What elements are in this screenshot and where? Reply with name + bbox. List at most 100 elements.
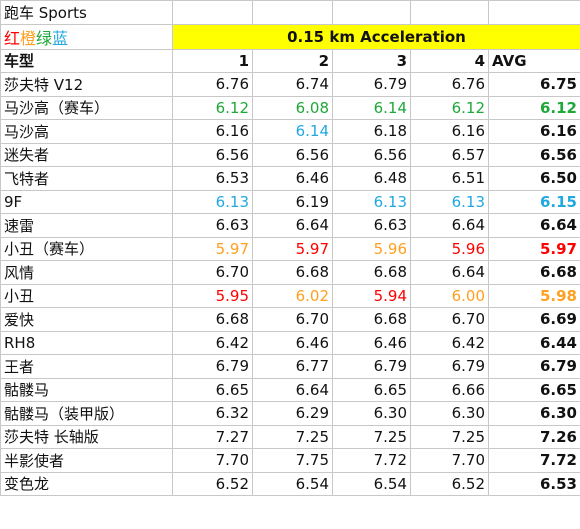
run-3-cell[interactable]: 6.79	[332, 72, 411, 97]
run-1-cell[interactable]: 6.65	[172, 377, 253, 402]
avg-cell[interactable]: 5.97	[488, 236, 580, 261]
run-2-cell[interactable]: 6.02	[252, 283, 333, 308]
sheet-title[interactable]: 跑车 Sports	[0, 0, 173, 25]
avg-cell[interactable]: 6.15	[488, 189, 580, 214]
run-2-cell[interactable]: 6.64	[252, 213, 333, 238]
car-name-cell[interactable]: 飞特者	[0, 166, 173, 191]
run-3-cell[interactable]: 5.94	[332, 283, 411, 308]
run-2-cell[interactable]: 5.97	[252, 236, 333, 261]
avg-cell[interactable]: 6.53	[488, 471, 580, 496]
header-run-4[interactable]: 4	[410, 48, 489, 73]
avg-cell[interactable]: 6.68	[488, 260, 580, 285]
avg-cell[interactable]: 6.30	[488, 401, 580, 426]
run-4-cell[interactable]: 6.13	[410, 189, 489, 214]
avg-cell[interactable]: 6.79	[488, 354, 580, 379]
run-2-cell[interactable]: 6.74	[252, 72, 333, 97]
avg-cell[interactable]: 6.50	[488, 166, 580, 191]
run-4-cell[interactable]: 6.42	[410, 330, 489, 355]
car-name-cell[interactable]: 变色龙	[0, 471, 173, 496]
header-run-2[interactable]: 2	[252, 48, 333, 73]
run-1-cell[interactable]: 6.76	[172, 72, 253, 97]
header-run-1[interactable]: 1	[172, 48, 253, 73]
run-3-cell[interactable]: 6.54	[332, 471, 411, 496]
run-3-cell[interactable]: 6.46	[332, 330, 411, 355]
run-4-cell[interactable]: 6.12	[410, 95, 489, 120]
color-legend[interactable]: 红橙绿蓝	[0, 23, 173, 50]
run-4-cell[interactable]: 6.64	[410, 260, 489, 285]
car-name-cell[interactable]: 小丑（赛车）	[0, 236, 173, 261]
car-name-cell[interactable]: 迷失者	[0, 142, 173, 167]
run-2-cell[interactable]: 6.19	[252, 189, 333, 214]
car-name-cell[interactable]: 9F	[0, 189, 173, 214]
car-name-cell[interactable]: 马沙高	[0, 119, 173, 144]
acceleration-banner[interactable]: 0.15 km Acceleration	[172, 23, 580, 50]
run-2-cell[interactable]: 6.54	[252, 471, 333, 496]
run-1-cell[interactable]: 6.79	[172, 354, 253, 379]
run-3-cell[interactable]: 6.30	[332, 401, 411, 426]
run-3-cell[interactable]: 7.72	[332, 448, 411, 473]
run-1-cell[interactable]: 6.53	[172, 166, 253, 191]
run-3-cell[interactable]: 5.96	[332, 236, 411, 261]
run-2-cell[interactable]: 6.68	[252, 260, 333, 285]
run-2-cell[interactable]: 6.08	[252, 95, 333, 120]
run-4-cell[interactable]: 6.70	[410, 307, 489, 332]
avg-cell[interactable]: 6.64	[488, 213, 580, 238]
avg-cell[interactable]: 6.44	[488, 330, 580, 355]
run-3-cell[interactable]: 6.56	[332, 142, 411, 167]
run-3-cell[interactable]: 6.63	[332, 213, 411, 238]
run-4-cell[interactable]: 7.70	[410, 448, 489, 473]
run-1-cell[interactable]: 6.70	[172, 260, 253, 285]
run-1-cell[interactable]: 7.70	[172, 448, 253, 473]
run-2-cell[interactable]: 6.29	[252, 401, 333, 426]
avg-cell[interactable]: 7.26	[488, 424, 580, 449]
avg-cell[interactable]: 7.72	[488, 448, 580, 473]
run-4-cell[interactable]: 6.64	[410, 213, 489, 238]
run-4-cell[interactable]: 6.76	[410, 72, 489, 97]
car-name-cell[interactable]: 王者	[0, 354, 173, 379]
empty-cell[interactable]	[332, 0, 411, 25]
run-4-cell[interactable]: 6.30	[410, 401, 489, 426]
run-4-cell[interactable]: 6.51	[410, 166, 489, 191]
run-2-cell[interactable]: 7.25	[252, 424, 333, 449]
header-run-3[interactable]: 3	[332, 48, 411, 73]
run-3-cell[interactable]: 7.25	[332, 424, 411, 449]
run-3-cell[interactable]: 6.79	[332, 354, 411, 379]
avg-cell[interactable]: 5.98	[488, 283, 580, 308]
run-4-cell[interactable]: 6.57	[410, 142, 489, 167]
empty-cell[interactable]	[172, 0, 253, 25]
header-car[interactable]: 车型	[0, 48, 173, 73]
car-name-cell[interactable]: 小丑	[0, 283, 173, 308]
run-1-cell[interactable]: 7.27	[172, 424, 253, 449]
header-avg[interactable]: AVG	[488, 48, 580, 73]
run-2-cell[interactable]: 7.75	[252, 448, 333, 473]
run-2-cell[interactable]: 6.70	[252, 307, 333, 332]
run-3-cell[interactable]: 6.68	[332, 307, 411, 332]
run-2-cell[interactable]: 6.46	[252, 166, 333, 191]
run-1-cell[interactable]: 5.95	[172, 283, 253, 308]
car-name-cell[interactable]: 半影使者	[0, 448, 173, 473]
run-1-cell[interactable]: 6.13	[172, 189, 253, 214]
run-3-cell[interactable]: 6.48	[332, 166, 411, 191]
run-1-cell[interactable]: 5.97	[172, 236, 253, 261]
car-name-cell[interactable]: 莎夫特 长轴版	[0, 424, 173, 449]
run-4-cell[interactable]: 6.79	[410, 354, 489, 379]
run-1-cell[interactable]: 6.42	[172, 330, 253, 355]
car-name-cell[interactable]: 爱快	[0, 307, 173, 332]
run-4-cell[interactable]: 7.25	[410, 424, 489, 449]
avg-cell[interactable]: 6.12	[488, 95, 580, 120]
run-3-cell[interactable]: 6.13	[332, 189, 411, 214]
run-2-cell[interactable]: 6.14	[252, 119, 333, 144]
run-3-cell[interactable]: 6.68	[332, 260, 411, 285]
run-3-cell[interactable]: 6.18	[332, 119, 411, 144]
run-4-cell[interactable]: 6.66	[410, 377, 489, 402]
car-name-cell[interactable]: 速雷	[0, 213, 173, 238]
avg-cell[interactable]: 6.69	[488, 307, 580, 332]
car-name-cell[interactable]: 骷髅马（装甲版）	[0, 401, 173, 426]
run-3-cell[interactable]: 6.65	[332, 377, 411, 402]
avg-cell[interactable]: 6.65	[488, 377, 580, 402]
empty-cell[interactable]	[488, 0, 580, 25]
avg-cell[interactable]: 6.75	[488, 72, 580, 97]
run-4-cell[interactable]: 5.96	[410, 236, 489, 261]
run-4-cell[interactable]: 6.00	[410, 283, 489, 308]
car-name-cell[interactable]: 风情	[0, 260, 173, 285]
